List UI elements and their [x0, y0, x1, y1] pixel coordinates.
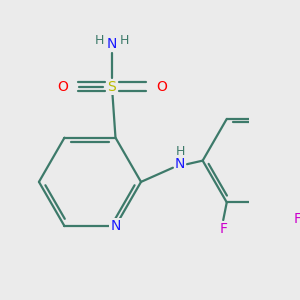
Text: H: H	[120, 34, 129, 47]
Text: S: S	[108, 80, 116, 94]
Text: O: O	[156, 80, 167, 94]
Text: H: H	[94, 34, 104, 47]
Text: O: O	[57, 80, 68, 94]
Text: F: F	[294, 212, 300, 226]
Text: F: F	[219, 222, 227, 236]
Text: H: H	[176, 145, 185, 158]
Text: N: N	[110, 219, 121, 233]
Text: N: N	[175, 157, 185, 171]
Text: N: N	[107, 37, 117, 51]
